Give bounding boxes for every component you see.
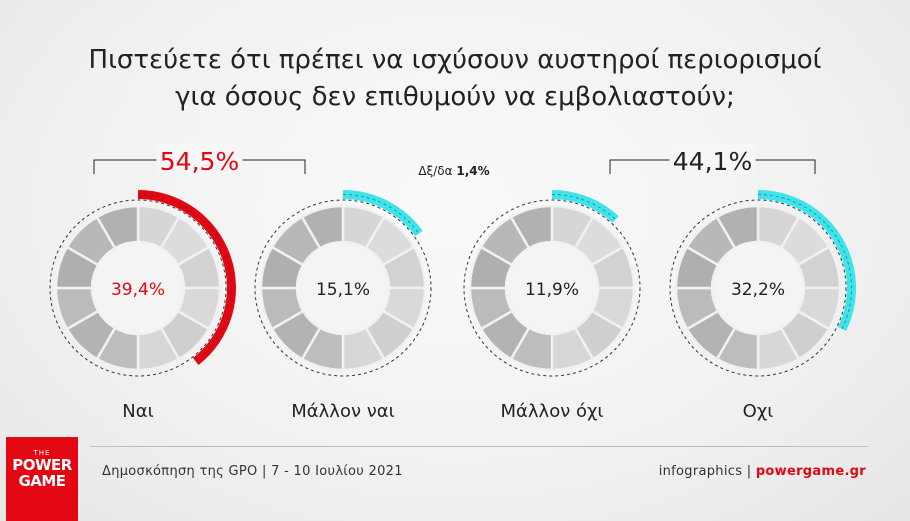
donut-1: 39,4% Ναι [49, 190, 237, 422]
donut-dashed-outline [463, 199, 641, 377]
value-arc [758, 190, 857, 331]
category-label: Μάλλον όχι [501, 401, 604, 422]
chart-title: Πιστεύετε ότι πρέπει να ισχύσουν αυστηρο… [0, 42, 910, 116]
footer-source: Δημοσκόπηση της GPO | 7 - 10 Ιουλίου 202… [102, 464, 403, 479]
donut-segment [300, 204, 345, 250]
group-total-label: 54,5% [160, 147, 239, 176]
logo-small-text: THE [33, 449, 51, 457]
group-bracket-2: 44,1% [609, 144, 816, 176]
donut-dashed-outline [254, 199, 432, 377]
donut-center [713, 243, 803, 333]
value-label: 15,1% [316, 280, 370, 300]
footer-credit-label: infographics | [658, 464, 752, 479]
donut-3: 11,9% Μάλλον όχι [463, 190, 641, 422]
donut-dashed-outline [669, 199, 847, 377]
group-bracket-1: 54,5% [93, 144, 306, 176]
category-label: Οχι [743, 401, 774, 422]
donut-dashed-outline [49, 199, 227, 377]
value-arc [138, 190, 237, 366]
value-arc-dash [757, 194, 852, 330]
donut-2: 15,1% Μάλλον ναι [254, 190, 432, 422]
category-label: Μάλλον ναι [291, 401, 395, 422]
footer-credit: infographics | powergame.gr [659, 464, 866, 479]
footer-site-link[interactable]: powergame.gr [755, 464, 866, 479]
logo-line-2: GAME [18, 472, 66, 490]
logo-line-1: POWER [12, 456, 72, 474]
dont-know-label: Δξ/δα 1,4% [418, 164, 489, 178]
category-label: Ναι [122, 401, 153, 422]
chart-title-line-2: για όσους δεν επιθυμούν να εμβολιαστούν; [175, 82, 735, 112]
powergame-logo: THE POWER GAME [6, 437, 78, 521]
donut-center [507, 243, 597, 333]
footer-divider [90, 446, 868, 447]
donut-4: 32,2% Οχι [669, 190, 857, 422]
bracket-label-bg [669, 144, 756, 174]
bracket-label-bg [156, 144, 243, 174]
value-arc-dash [551, 194, 616, 220]
value-label: 32,2% [731, 280, 785, 300]
group-total-label: 44,1% [673, 147, 752, 176]
donut-segment [715, 204, 760, 250]
value-arc-dash [342, 194, 420, 234]
value-arc-dash [137, 194, 232, 362]
donut-center [298, 243, 388, 333]
donut-charts: 39,4% Ναι 15,1% Μάλλον ναι 11,9% Μάλλον όχι 32… [49, 144, 857, 422]
value-label: 39,4% [111, 280, 165, 300]
value-arc [552, 190, 619, 223]
chart-title-line-1: Πιστεύετε ότι πρέπει να ισχύσουν αυστηρο… [88, 45, 822, 75]
value-label: 11,9% [525, 280, 579, 300]
donut-center [93, 243, 183, 333]
donut-segment [509, 204, 554, 250]
donut-segment [95, 204, 140, 250]
